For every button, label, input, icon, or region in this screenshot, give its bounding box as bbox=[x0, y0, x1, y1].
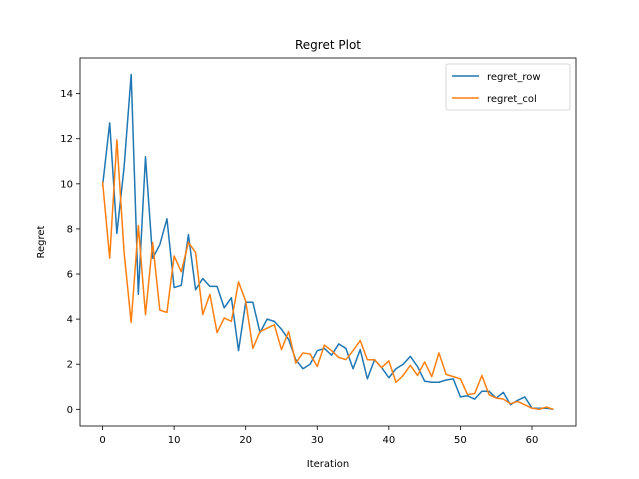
x-tick-label: 60 bbox=[526, 435, 539, 446]
x-tick-label: 0 bbox=[99, 435, 105, 446]
series-line-regret_row bbox=[101, 73, 554, 411]
y-tick-label: 8 bbox=[67, 224, 73, 235]
y-tick-label: 12 bbox=[60, 134, 73, 145]
y-tick-label: 6 bbox=[67, 270, 73, 281]
axes-frame bbox=[79, 57, 577, 427]
series-line-regret_col bbox=[101, 139, 554, 411]
x-axis-label: Iteration bbox=[307, 459, 349, 470]
x-tick-label: 20 bbox=[239, 435, 252, 446]
chart-title: Regret Plot bbox=[295, 38, 361, 52]
x-tick-label: 40 bbox=[382, 435, 395, 446]
y-axis-label: Regret bbox=[36, 225, 47, 258]
legend: regret_row regret_col bbox=[445, 63, 571, 111]
x-tick-label: 50 bbox=[454, 435, 467, 446]
y-tick-label: 0 bbox=[67, 405, 73, 416]
x-tick-label: 30 bbox=[311, 435, 324, 446]
y-tick-label: 2 bbox=[67, 360, 73, 371]
y-tick-label: 14 bbox=[60, 89, 73, 100]
legend-label-regret_col: regret_col bbox=[487, 94, 537, 105]
plot-area: 0 10 20 30 40 50 60 0 2 4 6 8 10 12 14 bbox=[60, 57, 577, 446]
y-tick-label: 4 bbox=[67, 315, 73, 326]
legend-label-regret_row: regret_row bbox=[487, 72, 541, 83]
x-tick-label: 10 bbox=[168, 435, 181, 446]
y-tick-label: 10 bbox=[60, 179, 73, 190]
